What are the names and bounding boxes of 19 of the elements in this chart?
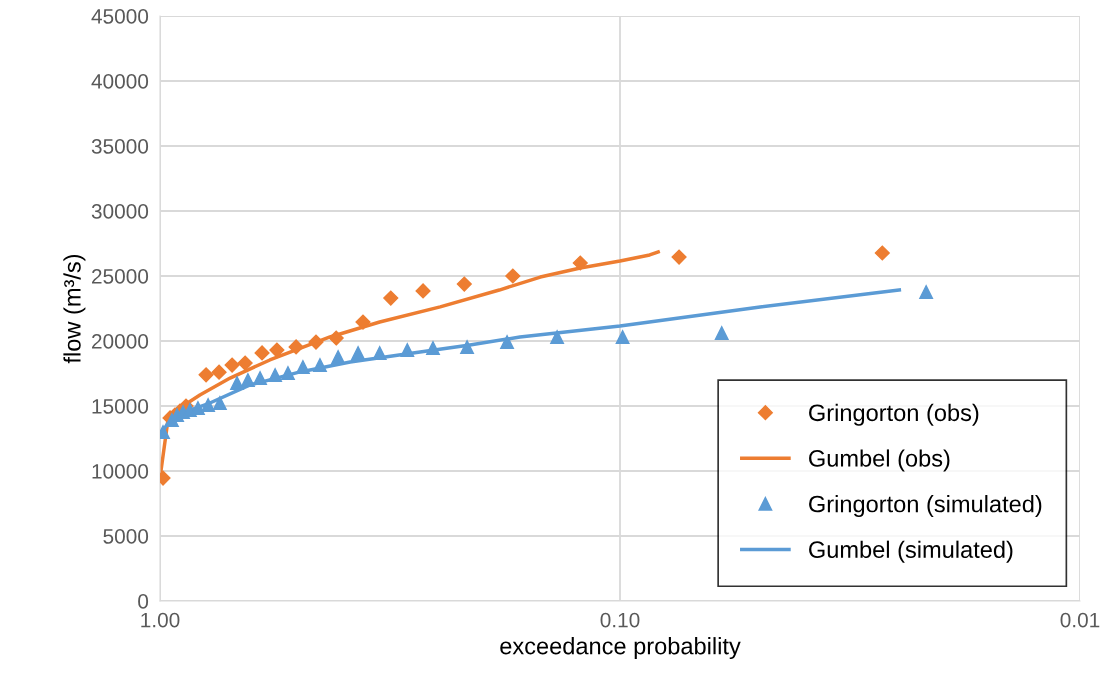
x-tick-label: 0.01: [1060, 612, 1100, 628]
y-tick-label: 40000: [91, 74, 149, 89]
x-tick-label: 0.10: [600, 612, 640, 628]
x-axis-title: exceedance probability: [500, 637, 741, 660]
y-tick-label: 15000: [92, 399, 149, 414]
y-tick-label: 25000: [92, 269, 149, 284]
y-tick-label: 0: [138, 594, 149, 609]
legend-label: Gumbel (simulated): [809, 540, 1013, 563]
y-tick-label: 30000: [91, 204, 149, 219]
y-tick-label: 5000: [103, 529, 149, 544]
y-tick-label: 10000: [92, 464, 149, 479]
y-tick-label: 45000: [91, 9, 149, 24]
y-tick-label: 20000: [92, 334, 149, 349]
y-axis-title: flow (m³/s): [63, 254, 86, 364]
x-tick-label: 1.00: [141, 612, 180, 628]
y-tick-label: 35000: [91, 139, 149, 154]
legend-label: Gringorton (simulated): [809, 495, 1042, 518]
legend-label: Gringorton (obs): [809, 403, 979, 426]
legend-label: Gumbel (obs): [809, 449, 950, 472]
